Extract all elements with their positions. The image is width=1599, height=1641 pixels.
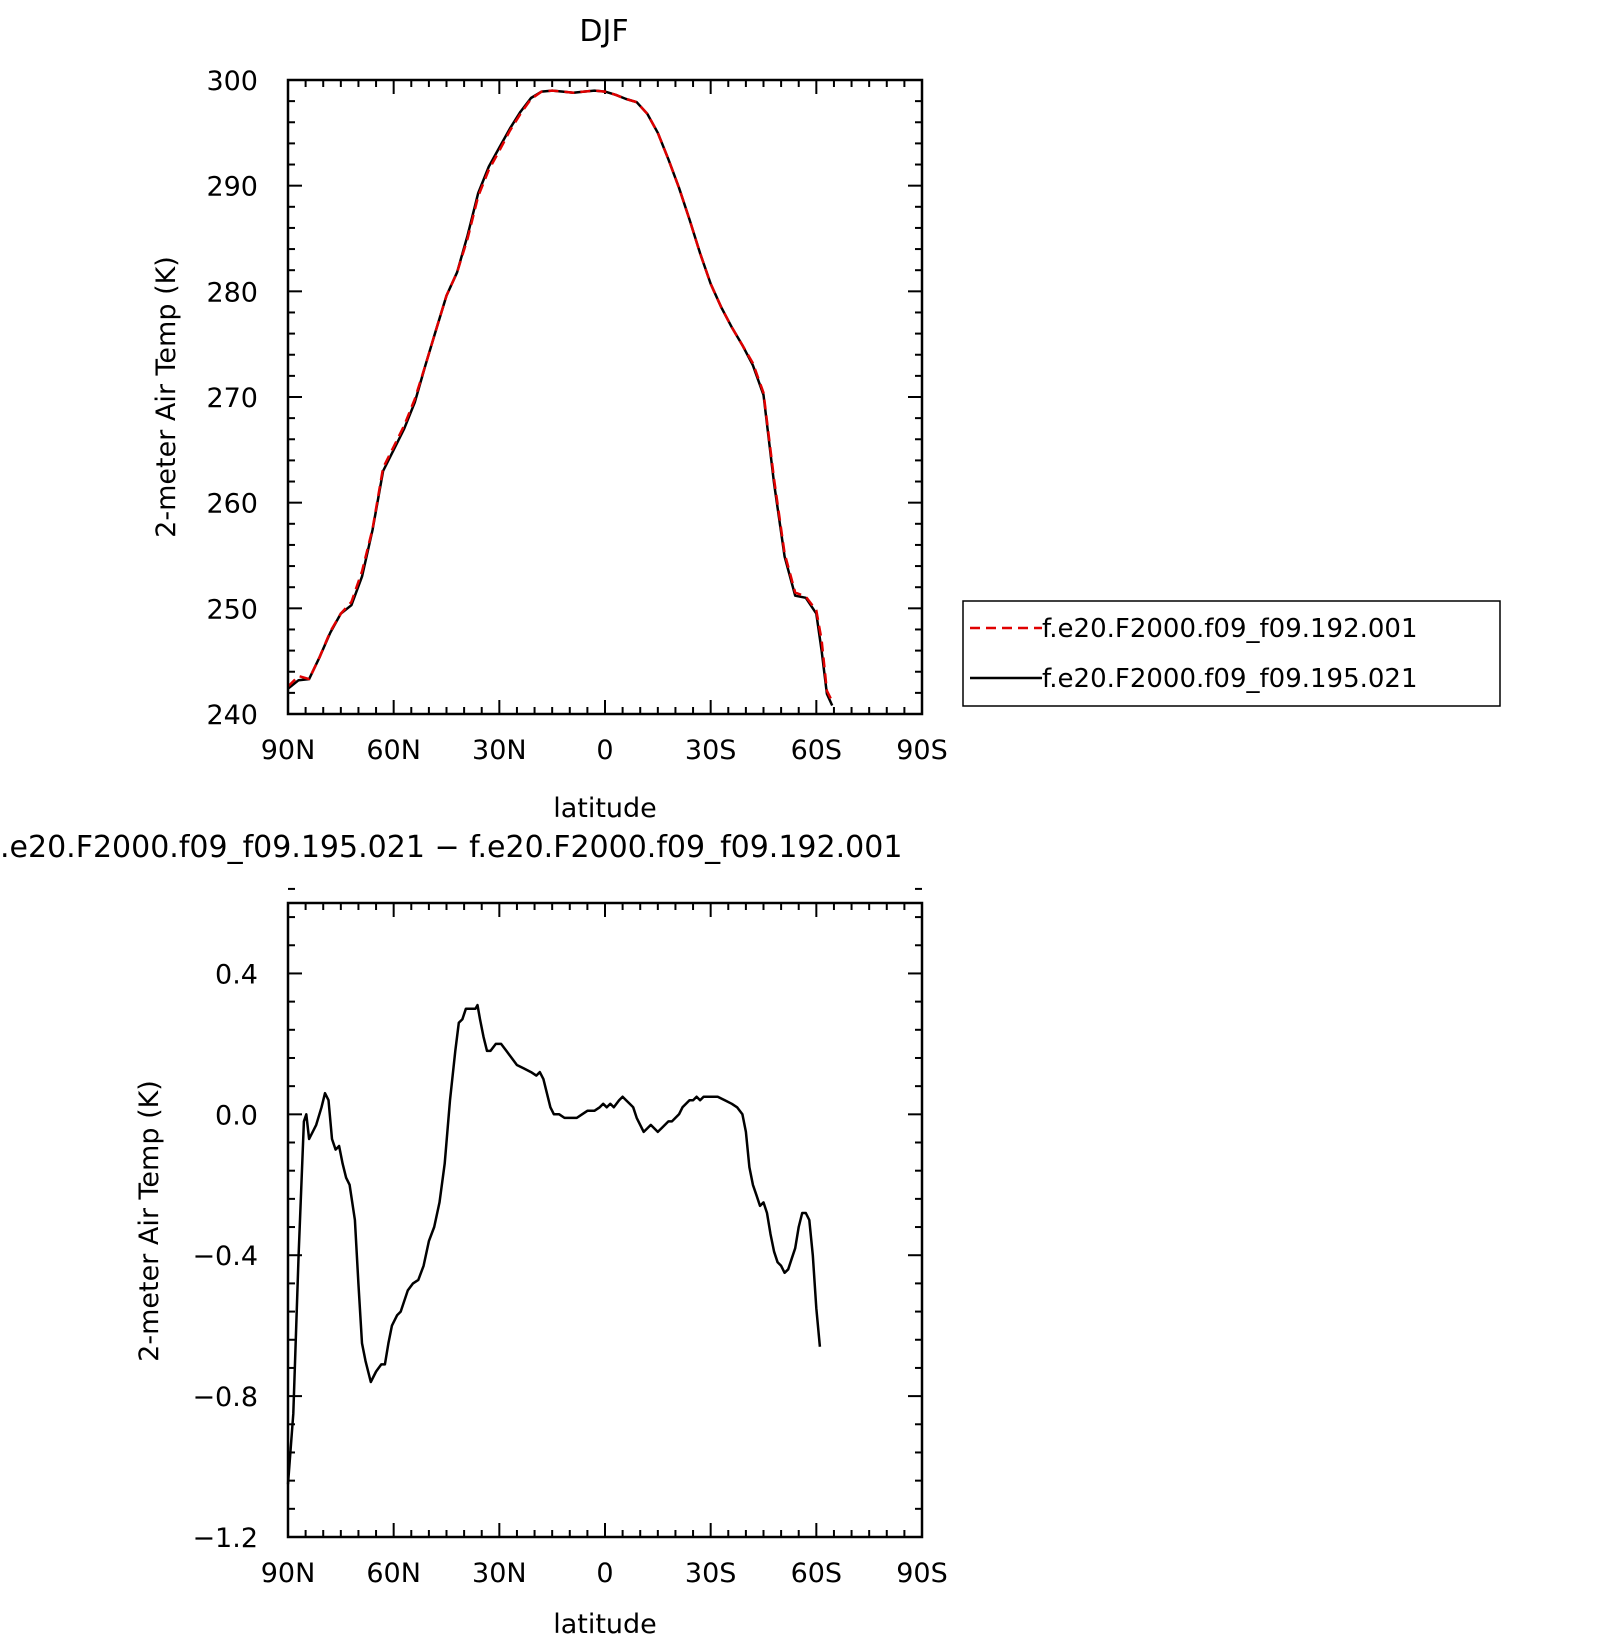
x-tick-labels: 90N 60N 30N 0 30S 60S 90S [261, 735, 948, 766]
x-tick-label: 0 [596, 735, 613, 766]
y-tick-label: 260 [206, 489, 258, 520]
x-tick-label: 60N [366, 735, 421, 766]
y-tick-label: 290 [206, 172, 258, 203]
x-axis-title: latitude [553, 793, 657, 824]
series-line-1 [286, 1003, 822, 1485]
y-tick-labels: 240 250 260 270 280 290 300 [206, 66, 258, 731]
y-tick-label: 300 [206, 66, 258, 97]
chart-title: DJF [579, 14, 628, 49]
y-axis-title: 2-meter Air Temp (K) [134, 1080, 165, 1362]
y-tick-label: 280 [206, 277, 258, 308]
y-tick-label: 240 [206, 700, 258, 731]
x-axis-title: latitude [553, 1609, 657, 1640]
x-tick-labels: 90N 60N 30N 0 30S 60S 90S [261, 1558, 948, 1589]
panel-bottom: .e20.F2000.f09_f09.195.021 − f.e20.F2000… [0, 830, 948, 1640]
y-tick-label: 0.4 [215, 959, 258, 990]
x-tick-label: 30N [472, 1558, 527, 1589]
series-line-1 [287, 89, 834, 702]
x-tick-label: 0 [596, 1558, 613, 1589]
y-tick-label: 270 [206, 383, 258, 414]
plot-frame [286, 78, 924, 716]
x-tick-label: 60S [791, 1558, 843, 1589]
x-tick-label: 60S [791, 735, 843, 766]
chart-title: .e20.F2000.f09_f09.195.021 − f.e20.F2000… [0, 830, 902, 865]
x-tick-label: 30S [685, 1558, 737, 1589]
plot-series [287, 89, 834, 707]
y-tick-label: 250 [206, 594, 258, 625]
tick-marks [287, 887, 923, 1538]
x-tick-label: 90N [261, 735, 316, 766]
tick-marks [287, 79, 923, 715]
x-tick-label: 60N [366, 1558, 421, 1589]
plot-frame [286, 901, 924, 1539]
legend-box [962, 600, 1501, 707]
series-line-2 [287, 89, 834, 707]
legend-label-series-1: f.e20.F2000.f09_f09.192.001 [1042, 614, 1418, 644]
panel-top: DJF 240 250 260 270 280 290 300 90N 60N 30N 0 30S 6… [151, 14, 1501, 824]
x-tick-label: 90N [261, 1558, 316, 1589]
y-tick-label: −1.2 [192, 1523, 258, 1554]
y-tick-labels: −1.2 −0.8 −0.4 0.0 0.4 [192, 959, 258, 1554]
y-tick-label: 0.0 [215, 1100, 258, 1131]
y-tick-label: −0.8 [192, 1382, 258, 1413]
plot-series [286, 1003, 822, 1485]
y-tick-label: −0.4 [192, 1241, 258, 1272]
y-axis-title: 2-meter Air Temp (K) [151, 256, 182, 538]
x-tick-label: 30N [472, 735, 527, 766]
x-tick-label: 90S [896, 1558, 948, 1589]
legend-label-series-2: f.e20.F2000.f09_f09.195.021 [1042, 664, 1418, 694]
x-tick-label: 90S [896, 735, 948, 766]
legend: f.e20.F2000.f09_f09.192.001 f.e20.F2000.… [962, 600, 1501, 707]
x-tick-label: 30S [685, 735, 737, 766]
